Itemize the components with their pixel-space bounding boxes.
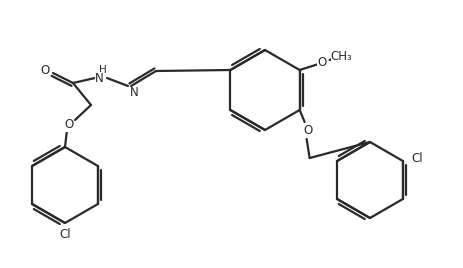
Text: CH₃: CH₃	[331, 50, 352, 64]
Text: N: N	[94, 72, 103, 84]
Text: Cl: Cl	[411, 151, 423, 165]
Text: H: H	[99, 65, 107, 75]
Text: O: O	[303, 124, 312, 136]
Text: Cl: Cl	[59, 229, 71, 241]
Text: O: O	[64, 118, 74, 132]
Text: O: O	[40, 65, 50, 77]
Text: O: O	[317, 55, 326, 69]
Text: N: N	[130, 87, 138, 99]
